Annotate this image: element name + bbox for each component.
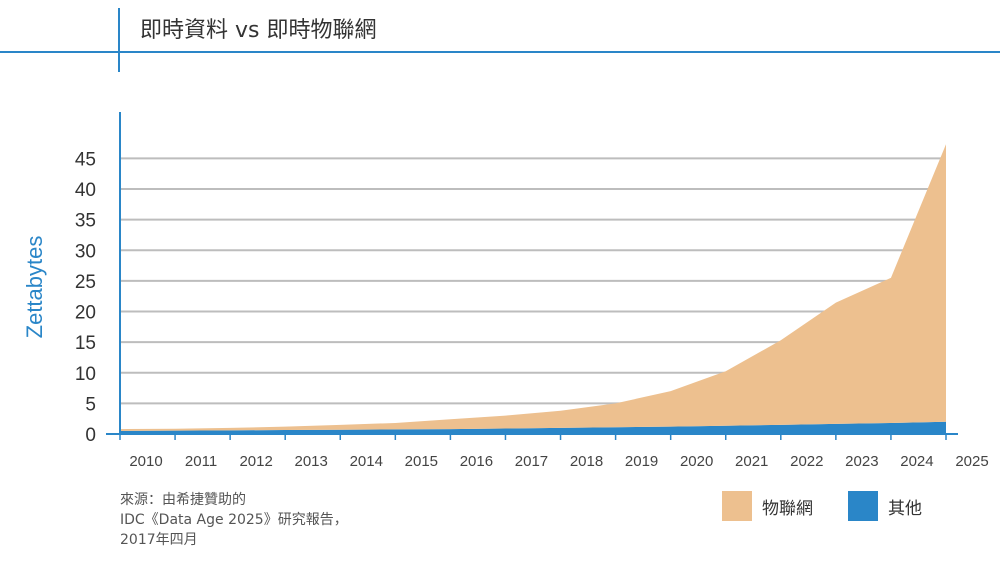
x-tick-label: 2017 bbox=[515, 453, 548, 470]
x-tick-label: 2014 bbox=[350, 453, 383, 470]
series-area-1 bbox=[120, 144, 946, 431]
legend-swatch-iot bbox=[722, 491, 752, 521]
y-tick-label: 35 bbox=[75, 211, 96, 232]
chart-axes bbox=[106, 112, 958, 435]
x-tick-label: 2016 bbox=[460, 453, 493, 470]
x-tick-label: 2012 bbox=[239, 453, 272, 470]
source-note: 來源：由希捷贊助的 IDC《Data Age 2025》研究報告， 2017年四… bbox=[120, 490, 348, 550]
y-tick-label: 10 bbox=[75, 364, 96, 385]
x-tick-label: 2020 bbox=[680, 453, 713, 470]
y-tick-label: 40 bbox=[75, 180, 96, 201]
header-rule bbox=[0, 51, 1000, 53]
chart-areas bbox=[120, 144, 946, 434]
y-tick-label: 25 bbox=[75, 272, 96, 293]
legend-swatch-other bbox=[848, 491, 878, 521]
x-tick-label: 2015 bbox=[405, 453, 438, 470]
page-title: 即時資料 vs 即時物聯網 bbox=[140, 18, 377, 43]
legend-item-other: 其他 bbox=[848, 491, 922, 521]
x-tick-label: 2025 bbox=[955, 453, 988, 470]
header-accent-bar bbox=[118, 8, 120, 72]
y-tick-label: 30 bbox=[75, 241, 96, 262]
y-tick-labels: 0 5 10 15 20 25 30 35 40 45 bbox=[75, 149, 96, 446]
x-tick-labels: 2010 2011 2012 2013 2014 2015 2016 2017 2018 2019… bbox=[119, 434, 989, 470]
x-tick-label: 2018 bbox=[570, 453, 603, 470]
x-tick-label: 2021 bbox=[735, 453, 768, 470]
y-tick-label: 5 bbox=[85, 394, 96, 415]
x-tick-label: 2011 bbox=[185, 453, 217, 470]
series-area-0 bbox=[120, 421, 946, 434]
y-tick-label: 45 bbox=[75, 149, 96, 170]
x-tick-label: 2013 bbox=[295, 453, 328, 470]
source-line: IDC《Data Age 2025》研究報告， bbox=[120, 512, 348, 528]
source-line: 來源：由希捷贊助的 bbox=[120, 492, 246, 508]
legend-label-iot: 物聯網 bbox=[762, 498, 813, 519]
legend-label-other: 其他 bbox=[888, 498, 922, 519]
y-tick-label: 20 bbox=[75, 303, 96, 324]
x-tick-label: 2022 bbox=[790, 453, 823, 470]
x-tick-label: 2010 bbox=[129, 453, 162, 470]
source-line: 2017年四月 bbox=[120, 532, 198, 548]
x-tick-label: 2019 bbox=[625, 453, 658, 470]
y-tick-label: 15 bbox=[75, 333, 96, 354]
x-tick-label: 2023 bbox=[845, 453, 878, 470]
y-axis-label: Zettabytes bbox=[22, 236, 47, 339]
y-tick-label: 0 bbox=[85, 425, 96, 446]
x-tick-label: 2024 bbox=[900, 453, 933, 470]
legend-item-iot: 物聯網 bbox=[722, 491, 813, 521]
